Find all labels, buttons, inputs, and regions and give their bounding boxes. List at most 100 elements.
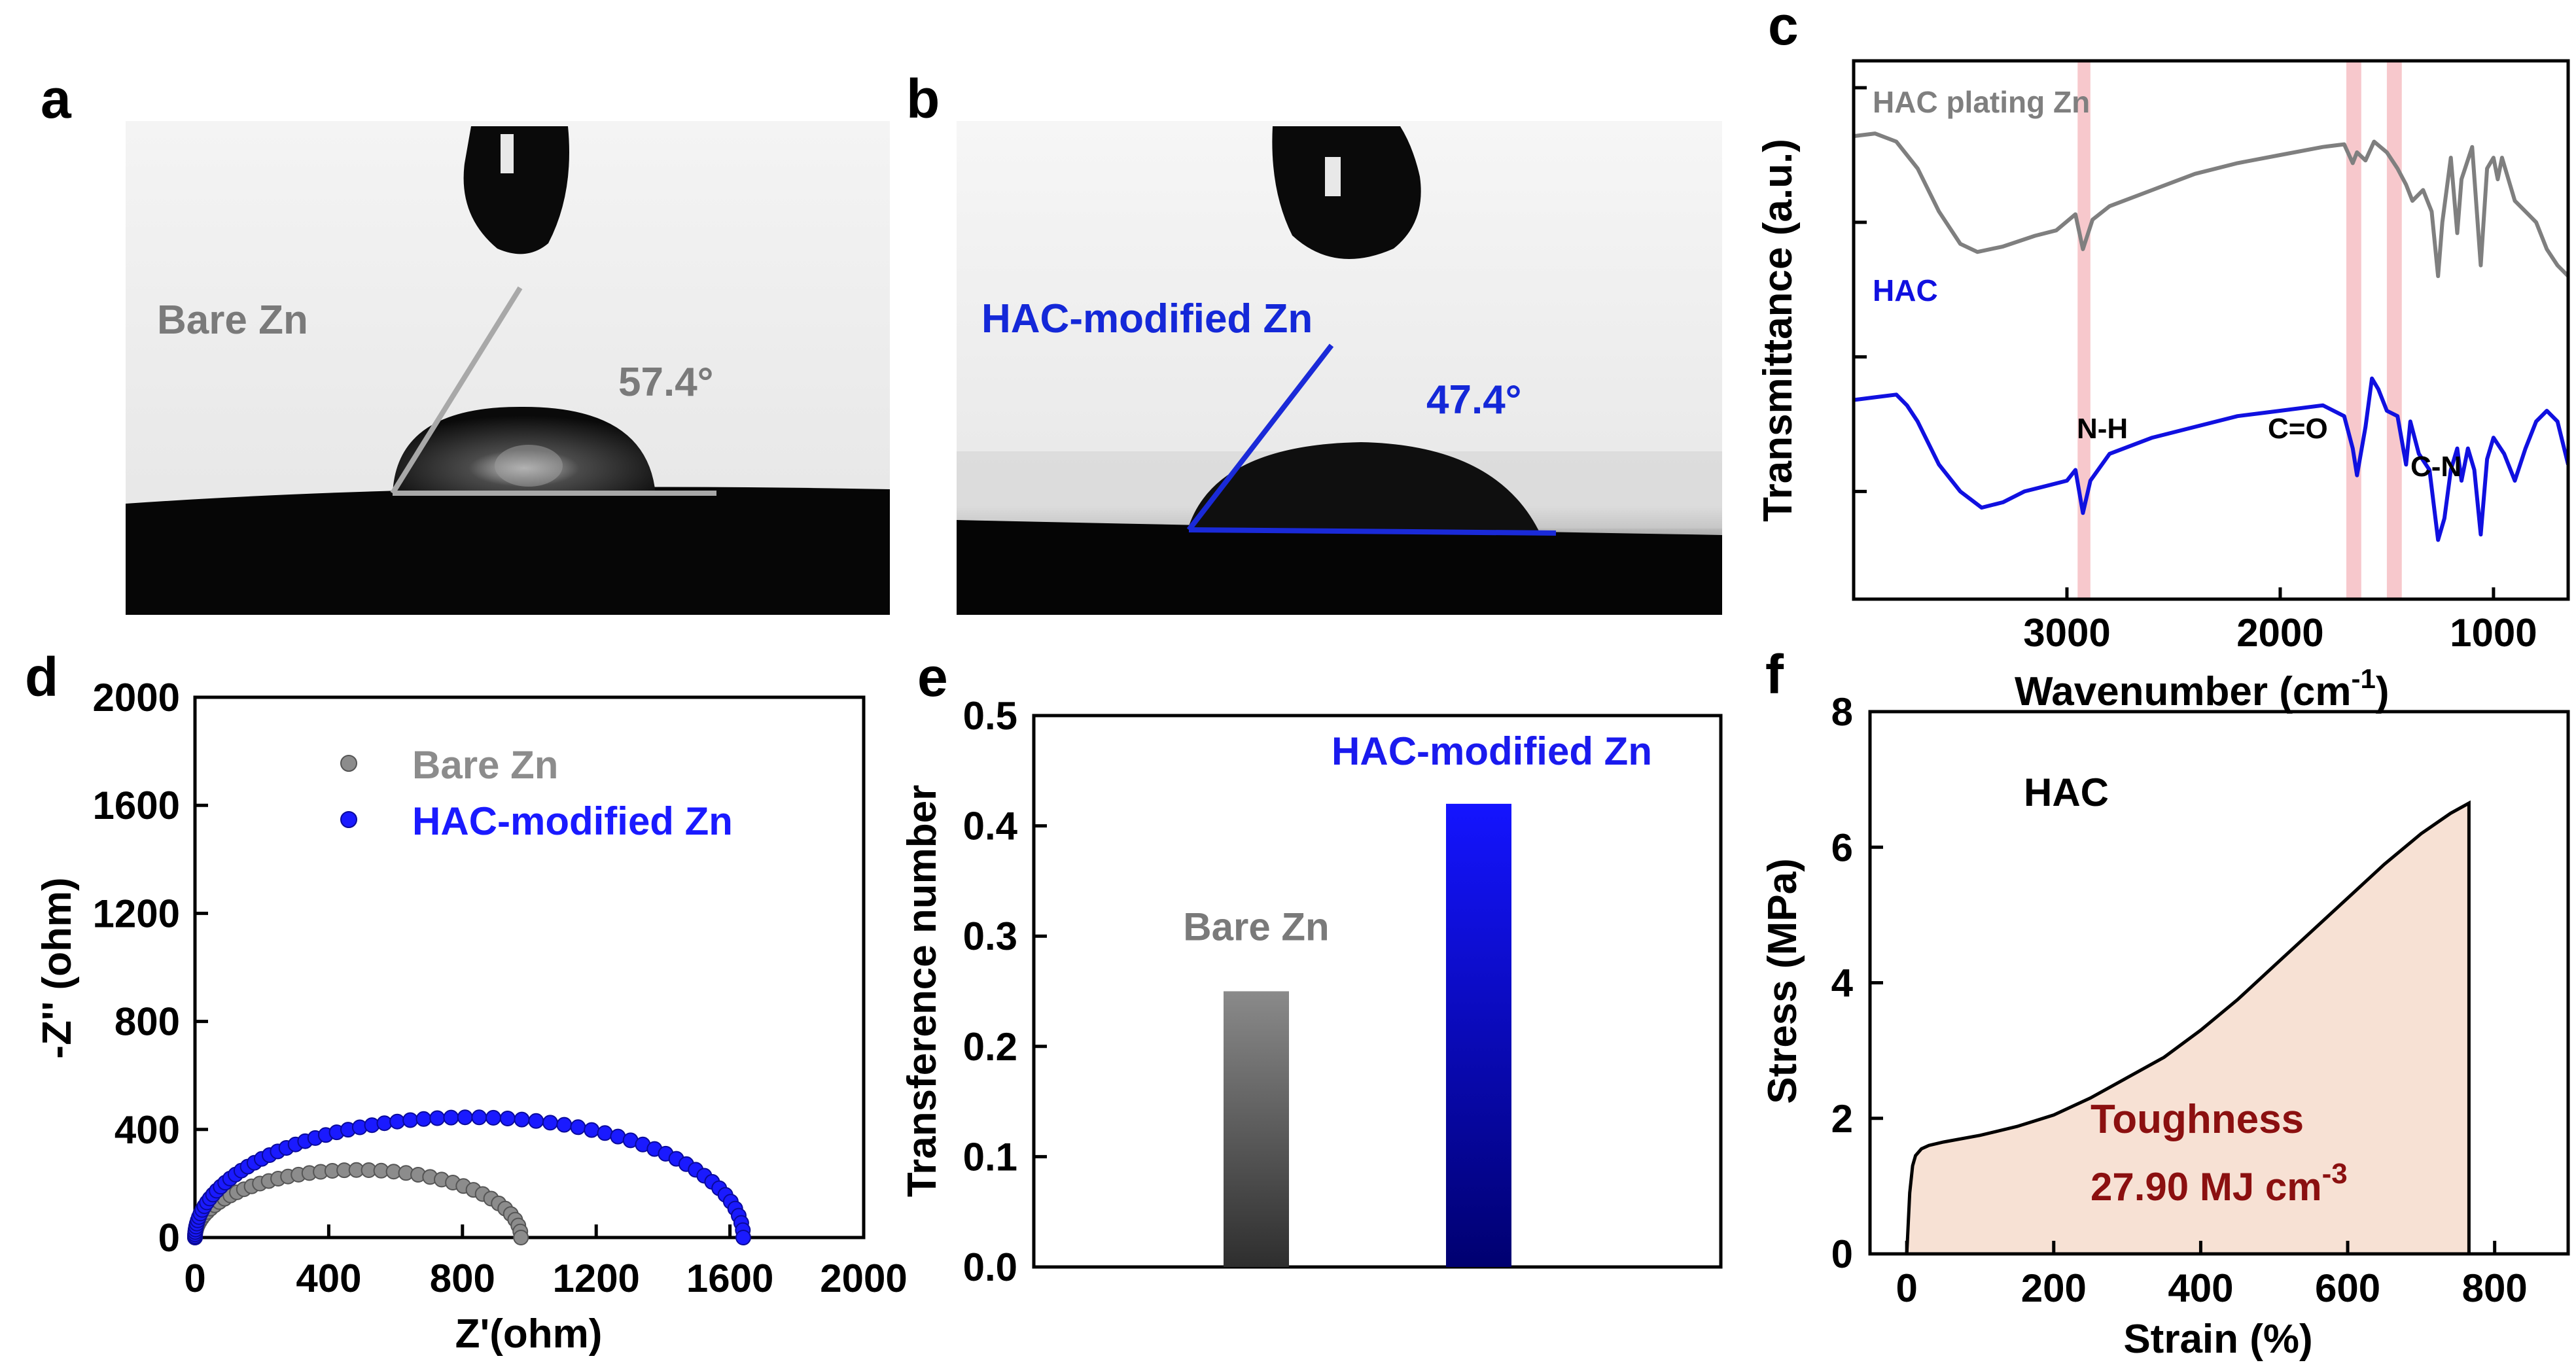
f-ytick-label-3: 6 bbox=[1831, 825, 1853, 869]
e-ytick-label-0: 0.0 bbox=[963, 1245, 1017, 1289]
c-axis-ticks: 3000 2000 1000 bbox=[1854, 86, 2537, 655]
f-axis-ticks: 0 200 400 600 800 0 2 4 6 8 bbox=[1831, 690, 2528, 1310]
c-xtick-label-0: 3000 bbox=[2023, 611, 2110, 655]
d-point-s0-47 bbox=[513, 1230, 529, 1245]
c-highlight-bands bbox=[2077, 61, 2402, 599]
d-point-s1-39 bbox=[429, 1110, 446, 1126]
d-xtick-label-3: 1200 bbox=[552, 1256, 639, 1300]
d-data-points bbox=[187, 1109, 751, 1245]
f-xtick-label-0: 0 bbox=[1896, 1266, 1917, 1310]
c-legend-hac: HAC bbox=[1873, 273, 1938, 307]
c-y-axis-label: Transmittance (a.u.) bbox=[1756, 139, 1801, 522]
d-ytick-label-3: 1200 bbox=[93, 892, 180, 935]
label-bare-zn-a: Bare Zn bbox=[157, 298, 308, 343]
e-ytick-label-5: 0.5 bbox=[963, 694, 1017, 738]
hanging-droplet-highlight-a bbox=[501, 134, 514, 173]
f-annotation-toughness: Toughness bbox=[2091, 1097, 2304, 1142]
e-frame bbox=[1032, 714, 1723, 1269]
d-xtick-label-4: 1600 bbox=[686, 1256, 773, 1300]
d-point-s1-51 bbox=[597, 1125, 613, 1141]
d-point-s1-48 bbox=[556, 1117, 573, 1133]
f-annotation-value: 27.90 MJ cm-3 bbox=[2091, 1158, 2348, 1209]
baseline-line-b bbox=[1188, 527, 1557, 536]
d-point-s1-37 bbox=[402, 1112, 419, 1128]
hanging-droplet-highlight-b bbox=[1325, 157, 1341, 196]
panel-d-letter: d bbox=[25, 646, 58, 708]
f-ytick-label-2: 4 bbox=[1831, 962, 1854, 1005]
d-ytick-label-2: 800 bbox=[115, 1000, 180, 1044]
c-xtick-label-2: 1000 bbox=[2450, 611, 2537, 655]
c-annotation-cn: C-N bbox=[2410, 451, 2461, 483]
d-point-s1-45 bbox=[514, 1111, 530, 1128]
zn-substrate-a bbox=[126, 487, 890, 615]
f-xtick-label-2: 400 bbox=[2168, 1266, 2233, 1310]
panel-e-letter: e bbox=[917, 646, 948, 708]
zn-substrate-b bbox=[957, 520, 1722, 615]
label-hac-modified-zn-b: HAC-modified Zn bbox=[981, 296, 1313, 341]
f-xtick-label-4: 800 bbox=[2462, 1266, 2528, 1310]
d-legend-hac-modified-zn: HAC-modified Zn bbox=[412, 799, 733, 843]
f-ytick-label-1: 2 bbox=[1831, 1097, 1853, 1141]
c-band-1 bbox=[2346, 61, 2361, 599]
c-annotation-nh: N-H bbox=[2077, 413, 2128, 445]
panel-c-letter: c bbox=[1768, 0, 1799, 56]
panel-f: f 0 200 400 600 800 0 2 4 6 8 Stress (MPa) Strain… bbox=[1760, 644, 2570, 1362]
d-ytick-label-5: 2000 bbox=[93, 676, 180, 719]
d-xtick-label-2: 800 bbox=[430, 1256, 495, 1300]
d-y-axis-label: -Z'' (ohm) bbox=[35, 877, 80, 1058]
e-bar-label-0: Bare Zn bbox=[1183, 905, 1329, 949]
d-point-s1-36 bbox=[389, 1113, 406, 1130]
c-x-axis-label: Wavenumber (cm-1) bbox=[2015, 663, 2390, 714]
d-point-s1-46 bbox=[528, 1113, 544, 1129]
d-ytick-label-4: 1600 bbox=[93, 784, 180, 827]
sessile-droplet-b bbox=[1188, 442, 1541, 535]
panel-f-letter: f bbox=[1765, 644, 1784, 705]
d-frame bbox=[193, 695, 866, 1239]
f-title-hac: HAC bbox=[2024, 771, 2109, 814]
d-legend-marker-hac bbox=[340, 811, 357, 828]
f-area-fill bbox=[1907, 803, 2469, 1254]
panel-a: a Bare Zn 57.4° bbox=[41, 68, 890, 615]
c-series-line-1 bbox=[1854, 376, 2568, 542]
d-point-s1-41 bbox=[457, 1109, 473, 1126]
d-point-s1-35 bbox=[376, 1115, 393, 1132]
tangent-line-a bbox=[390, 286, 523, 495]
c-band-2 bbox=[2386, 61, 2402, 599]
c-frame bbox=[1852, 59, 2570, 601]
contact-angle-a: 57.4° bbox=[618, 360, 713, 405]
e-axis-ticks: 0.0 0.1 0.2 0.3 0.4 0.5 bbox=[963, 694, 1047, 1289]
d-point-s1-50 bbox=[584, 1122, 600, 1138]
contact-angle-b: 47.4° bbox=[1426, 377, 1521, 423]
f-y-axis-label: Stress (MPa) bbox=[1760, 858, 1805, 1104]
d-xtick-label-0: 0 bbox=[184, 1256, 205, 1300]
f-curve bbox=[1905, 800, 2471, 1254]
d-axis-ticks: 0 400 800 1200 1600 2000 0 400 800 1200 1600 2000 bbox=[93, 676, 908, 1300]
hanging-droplet-a bbox=[463, 126, 569, 254]
f-xtick-label-3: 600 bbox=[2315, 1266, 2380, 1310]
d-point-s1-69 bbox=[735, 1230, 751, 1245]
d-ytick-label-1: 400 bbox=[115, 1108, 180, 1152]
c-spectra bbox=[1854, 131, 2568, 542]
e-ytick-label-1: 0.1 bbox=[963, 1135, 1017, 1179]
panel-d: d 0 400 800 1200 1600 2000 0 400 800 1200 1600 2000… bbox=[25, 646, 908, 1357]
f-curve-line bbox=[1905, 800, 2471, 1254]
f-ytick-label-4: 8 bbox=[1831, 690, 1853, 734]
d-legend-bare-zn: Bare Zn bbox=[412, 743, 558, 787]
c-band-0 bbox=[2077, 61, 2091, 599]
tangent-line-b bbox=[1186, 343, 1334, 532]
e-bar-0 bbox=[1224, 991, 1289, 1267]
panel-e: e 0.0 0.1 0.2 0.3 0.4 0.5 Bare Zn HAC-modified… bbox=[900, 646, 1723, 1289]
hanging-droplet-b bbox=[1272, 126, 1421, 259]
f-ytick-label-0: 0 bbox=[1831, 1232, 1853, 1276]
e-bar-label-1: HAC-modified Zn bbox=[1332, 729, 1652, 773]
panel-b: b HAC-modified Zn 47.4° bbox=[906, 68, 1722, 615]
e-y-axis-label: Transference number bbox=[900, 785, 945, 1198]
e-bars: Bare Zn HAC-modified Zn bbox=[1183, 729, 1652, 1267]
c-series-line-0 bbox=[1854, 131, 2568, 279]
d-point-s1-42 bbox=[471, 1109, 487, 1126]
f-xtick-label-1: 200 bbox=[2021, 1266, 2087, 1310]
c-xtick-label-1: 2000 bbox=[2236, 611, 2323, 655]
d-point-s1-44 bbox=[499, 1111, 516, 1126]
e-ytick-label-3: 0.3 bbox=[963, 914, 1017, 958]
